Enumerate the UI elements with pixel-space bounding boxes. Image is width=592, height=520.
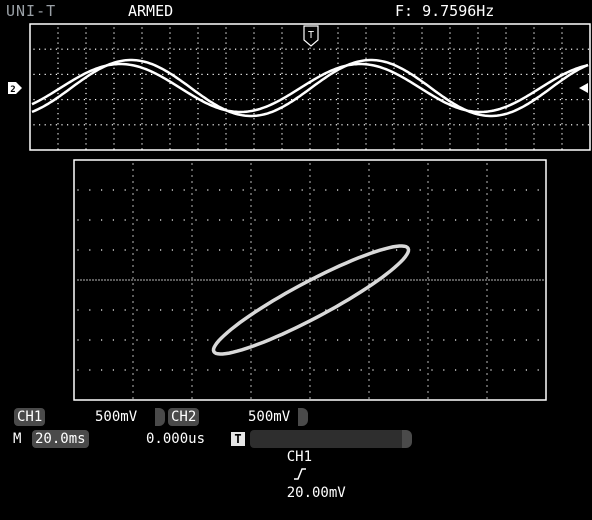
trigger-position-label: T [308,30,314,41]
trigger-pill-end [402,430,412,448]
xy-window-border [73,159,547,401]
ch2-waveform [31,62,589,114]
frequency-readout: F: 9.7596Hz [395,2,495,20]
xy-lissajous-trace [211,244,411,356]
oscilloscope-screen: UNI-T ARMED F: 9.7596Hz T 2 [0,0,592,501]
ch1-label: CH1 [14,408,46,426]
rising-edge-icon [293,468,306,480]
xy-grid [77,163,544,399]
trigger-source: CH1 [286,449,313,465]
ch1-waveform [31,58,589,118]
timebase-value: 20.0ms [32,430,89,448]
trigger-offset: 0.000us [146,431,206,447]
trigger-level-marker [579,83,588,93]
ch1-pill-end [155,408,165,426]
ch2-label: CH2 [168,408,200,426]
yt-window-border [29,23,591,151]
scope-display: T 2 [8,23,591,401]
trigger-status: ARMED [128,2,174,20]
top-status-bar: UNI-T ARMED F: 9.7596Hz [0,0,592,22]
ch2-scale: 500mV [248,409,291,425]
ch2-marker-label: 2 [10,85,15,95]
main-timebase-label: M [13,431,22,447]
yt-grid [33,27,589,150]
xy-plot-window [73,159,547,401]
trigger-level: 20.00mV [286,485,346,501]
brand-logo: UNI-T [6,2,57,20]
yt-waveform-window: T 2 [8,23,591,151]
trigger-icon: T [231,432,245,446]
ch2-pill-end [298,408,308,426]
trigger-position-marker: T [303,25,319,47]
ch1-scale: 500mV [95,409,138,425]
trigger-info: CH1 20.00mV [250,430,406,501]
ch2-ground-marker: 2 [8,82,22,95]
